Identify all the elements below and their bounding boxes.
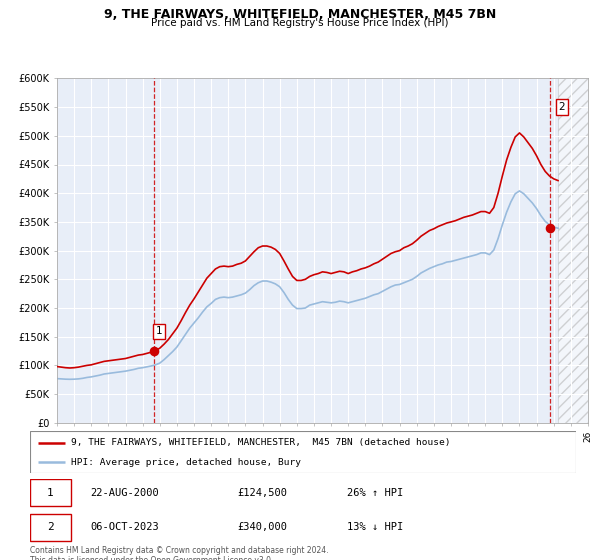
Point [545, 223, 554, 232]
FancyBboxPatch shape [30, 479, 71, 506]
Text: HPI: Average price, detached house, Bury: HPI: Average price, detached house, Bury [71, 458, 301, 467]
Text: 26% ↑ HPI: 26% ↑ HPI [347, 488, 403, 498]
Text: 22-AUG-2000: 22-AUG-2000 [90, 488, 159, 498]
FancyBboxPatch shape [30, 514, 71, 540]
Text: £340,000: £340,000 [238, 522, 287, 532]
Text: 2: 2 [47, 522, 54, 532]
Point [149, 347, 158, 356]
Text: 1: 1 [47, 488, 54, 498]
Text: 2: 2 [559, 102, 565, 112]
Text: Contains HM Land Registry data © Crown copyright and database right 2024.
This d: Contains HM Land Registry data © Crown c… [30, 546, 329, 560]
Text: 9, THE FAIRWAYS, WHITEFIELD, MANCHESTER, M45 7BN: 9, THE FAIRWAYS, WHITEFIELD, MANCHESTER,… [104, 8, 496, 21]
Text: 9, THE FAIRWAYS, WHITEFIELD, MANCHESTER,  M45 7BN (detached house): 9, THE FAIRWAYS, WHITEFIELD, MANCHESTER,… [71, 438, 451, 447]
Bar [558, 78, 588, 423]
Text: Price paid vs. HM Land Registry's House Price Index (HPI): Price paid vs. HM Land Registry's House … [151, 18, 449, 29]
Text: 1: 1 [155, 326, 162, 336]
Text: 06-OCT-2023: 06-OCT-2023 [90, 522, 159, 532]
Text: £124,500: £124,500 [238, 488, 287, 498]
Text: 13% ↓ HPI: 13% ↓ HPI [347, 522, 403, 532]
